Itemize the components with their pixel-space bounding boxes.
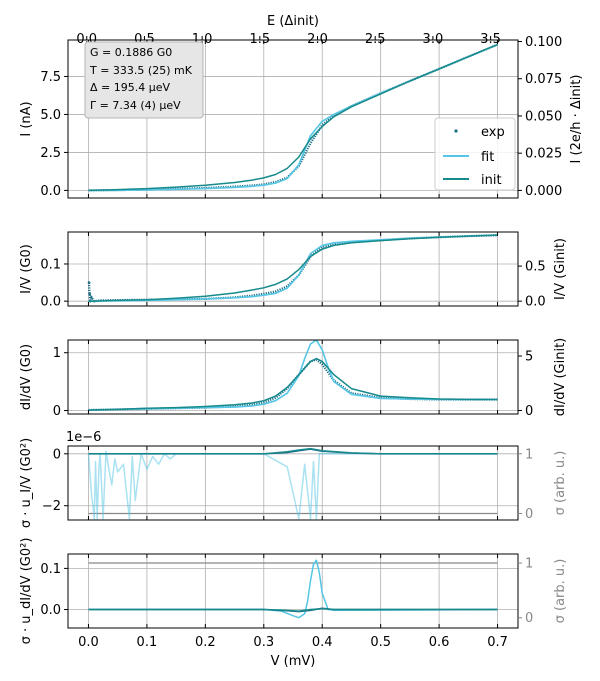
series-group — [87, 234, 498, 303]
exp-point — [87, 281, 91, 284]
exp-point — [88, 292, 91, 296]
y-tick-label-right: 0.025 — [525, 147, 562, 162]
series-fit — [88, 340, 498, 411]
y-tick-label: 2.5 — [40, 146, 61, 161]
series-init — [88, 447, 498, 455]
y-axis-label-right: I (2e/h · Δinit) — [569, 75, 584, 164]
series-init — [88, 608, 498, 612]
y-tick-label-right: 0.000 — [525, 184, 562, 199]
annotation-line: Γ = 7.34 (4) μeV — [90, 99, 181, 112]
y-tick-label: 0.0 — [40, 603, 61, 618]
series-group — [88, 43, 498, 192]
y-tick-label: 1 — [53, 346, 61, 361]
top-x-tick-label: 3.0 — [423, 32, 444, 47]
series-group — [88, 559, 498, 619]
series-fit-uncertainty — [87, 450, 498, 520]
annotation-line: G = 0.1886 G0 — [90, 46, 172, 59]
y-tick-label: 0.1 — [40, 257, 61, 272]
y-tick-label: 0.1 — [40, 562, 61, 577]
top-axis-label: E (Δinit) — [267, 14, 319, 29]
x-axis-label: V (mV) — [271, 654, 316, 669]
x-tick-label: 0.2 — [195, 635, 216, 650]
y-tick-label-right: 0.5 — [525, 260, 546, 275]
panel-frame — [67, 445, 519, 521]
x-tick-label: 0.6 — [429, 635, 450, 650]
y-tick-label-right: 0.050 — [525, 109, 562, 124]
top-x-tick-label: 1.5 — [249, 32, 270, 47]
legend-init-label: init — [481, 173, 502, 188]
top-x-tick-label: 2.5 — [365, 32, 386, 47]
x-tick-label: 0.3 — [253, 635, 274, 650]
annotation-line: Δ = 195.4 μeV — [90, 81, 170, 94]
panel-frame — [67, 553, 519, 629]
series-init — [88, 234, 498, 302]
y-axis-label-right: dI/dV (Ginit) — [553, 338, 568, 417]
y-axis-label: I/V (G0) — [19, 244, 34, 294]
series-fit-uncertainty — [88, 559, 498, 619]
x-tick-label: 0.5 — [370, 635, 391, 650]
y-tick-label-right: 0 — [525, 404, 533, 419]
y-tick-label-right: 0.0 — [525, 295, 546, 310]
legend-exp-label: exp — [481, 125, 505, 140]
offset-text: 1e−6 — [66, 430, 101, 445]
top-x-tick-label: 3.5 — [480, 32, 501, 47]
legend-exp-marker — [454, 129, 458, 133]
y-tick-label: 0.0 — [40, 184, 61, 199]
y-tick-label-right: 0.075 — [525, 72, 562, 87]
y-tick-label: −2 — [42, 499, 61, 514]
series-init — [88, 357, 498, 411]
x-tick-label: 0.7 — [487, 635, 508, 650]
series-init — [88, 43, 498, 192]
y-tick-label-right: 0 — [525, 611, 533, 626]
y-axis-label: I (nA) — [19, 101, 34, 136]
legend-fit-label: fit — [481, 150, 494, 165]
series-group — [87, 447, 498, 520]
y-axis-label-right: I/V (Ginit) — [553, 238, 568, 300]
y-tick-label: 5.0 — [40, 108, 61, 123]
y-axis-label-right: σ (arb. u.) — [553, 451, 568, 516]
y-tick-label-right: 5 — [525, 350, 533, 365]
y-axis-label: σ · u_dI/dV (G0²) — [19, 538, 34, 645]
y-tick-label: 7.5 — [40, 70, 61, 85]
y-tick-label: 0 — [53, 447, 61, 462]
y-tick-label-right: 0 — [525, 507, 533, 522]
series-exp — [87, 234, 498, 303]
y-axis-label-right: σ (arb. u.) — [553, 559, 568, 624]
annotation-line: T = 333.5 (25) mK — [89, 64, 193, 77]
y-tick-label: 0 — [53, 404, 61, 419]
y-axis-label: σ · u_I/V (G0²) — [19, 438, 34, 528]
series-fit — [88, 234, 498, 302]
annotation-box: G = 0.1886 G0 T = 333.5 (25) mK Δ = 195.… — [84, 41, 204, 119]
x-tick-label: 0.4 — [312, 635, 333, 650]
series-group — [88, 340, 498, 412]
panel-frame — [67, 231, 519, 307]
x-tick-label: 0.1 — [137, 635, 158, 650]
x-tick-label: 0.0 — [78, 635, 99, 650]
exp-point — [90, 296, 93, 299]
y-tick-label-right: 1 — [525, 447, 533, 462]
y-axis-label: dI/dV (G0) — [19, 344, 34, 410]
legend: exp fit init — [434, 117, 516, 191]
panel-frame — [67, 39, 519, 199]
y-tick-label-right: 0.100 — [525, 35, 562, 50]
panel-frame — [67, 339, 519, 415]
top-x-tick-label: 2.0 — [307, 32, 328, 47]
y-tick-label: 0.0 — [40, 295, 61, 310]
y-tick-label-right: 1 — [525, 557, 533, 572]
